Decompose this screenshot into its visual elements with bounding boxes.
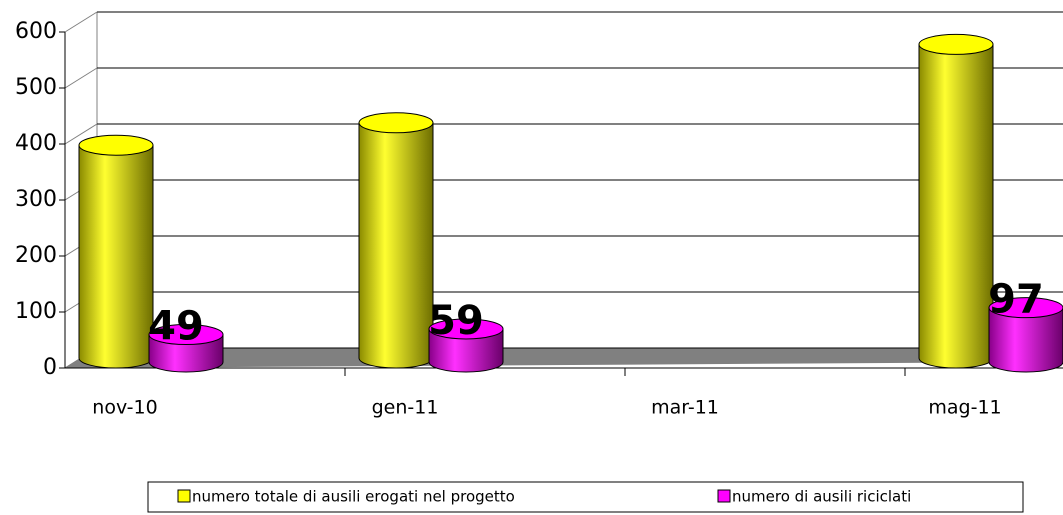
bar-top	[428, 318, 504, 340]
legend-swatch	[717, 489, 731, 503]
y-tick-label: 0	[43, 355, 57, 380]
bar-top	[148, 324, 224, 346]
bar-body	[918, 43, 994, 369]
y-tick-label: 500	[15, 75, 57, 100]
legend-label: numero di ausili riciclati	[732, 488, 911, 506]
legend-swatch	[177, 489, 191, 503]
y-tick-label: 400	[15, 131, 57, 156]
side-grid-line	[64, 67, 98, 89]
bar-body	[988, 307, 1063, 373]
x-tick-label: nov-10	[92, 397, 157, 419]
bar	[148, 324, 224, 373]
x-tick-label: gen-11	[372, 397, 439, 419]
y-tick-label: 300	[15, 187, 57, 212]
bar-top	[358, 112, 434, 134]
bar-top	[988, 297, 1063, 319]
bar	[988, 297, 1063, 373]
bar-top	[918, 33, 994, 55]
bar-top	[78, 134, 154, 156]
data-label: 49	[148, 304, 204, 350]
data-label: 97	[988, 277, 1044, 323]
y-tick-label: 600	[15, 19, 57, 44]
y-tick-label: 100	[15, 299, 57, 324]
legend-label: numero totale di ausili erogati nel prog…	[192, 488, 515, 506]
y-tick-label: 200	[15, 243, 57, 268]
bar	[78, 134, 154, 369]
bar	[918, 33, 994, 369]
data-label: 59	[428, 298, 484, 344]
bar	[358, 112, 434, 369]
x-tick-label: mag-11	[928, 397, 1001, 419]
bar	[428, 318, 504, 373]
side-grid-line	[64, 11, 98, 33]
floor	[65, 348, 1063, 368]
bar-body	[358, 122, 434, 369]
bar-body	[78, 144, 154, 369]
side-grid-line	[64, 123, 98, 145]
x-tick-label: mar-11	[651, 397, 719, 419]
legend-box	[147, 481, 1024, 513]
bar-body	[148, 334, 224, 373]
bar-body	[428, 328, 504, 373]
